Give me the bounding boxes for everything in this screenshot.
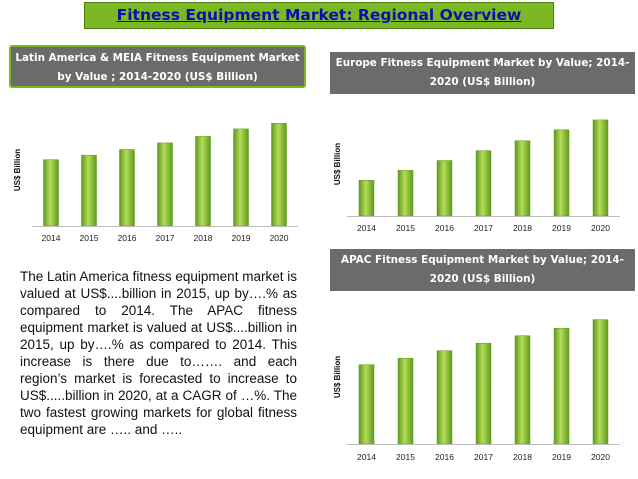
europe-bar-2016 [436, 160, 453, 217]
apac-bar-chart: 2014 2015 2016 2017 2018 2019 2020 US$ Billion [333, 319, 620, 462]
title-bar: Fitness Equipment Market: Regional Overv… [84, 2, 554, 29]
apac-bar-2018 [514, 335, 531, 445]
apac-bar-2014 [358, 364, 375, 445]
europe-bar-2014 [358, 180, 375, 217]
latam-bar-2015 [81, 154, 97, 227]
latam-bar-2017 [157, 142, 173, 227]
europe-x-tick-2020: 2020 [591, 223, 610, 233]
page-title: Fitness Equipment Market: Regional Overv… [116, 6, 522, 24]
market-description: The Latin America fitness equipment mark… [20, 269, 297, 437]
latam-bar-2019 [233, 128, 249, 227]
europe-bar-chart: 2014 2015 2016 2017 2018 2019 2020 US$ Billion [333, 119, 620, 233]
latam-bar-2016 [119, 149, 135, 227]
europe-bar-2019 [553, 129, 570, 217]
latam-x-tick-2017: 2017 [156, 233, 175, 243]
europe-x-tick-2016: 2016 [435, 223, 454, 233]
latam-x-tick-2020: 2020 [270, 233, 289, 243]
europe-x-tick-2018: 2018 [513, 223, 532, 233]
apac-x-tick-2015: 2015 [396, 452, 415, 462]
latam-x-tick-2016: 2016 [118, 233, 137, 243]
europe-chart-title: Europe Fitness Equipment Market by Value… [330, 52, 635, 94]
latam-chart-title: Latin America & MEIA Fitness Equipment M… [9, 45, 306, 88]
europe-bar-2020 [592, 119, 609, 217]
europe-bar-2017 [475, 150, 492, 217]
apac-x-tick-2016: 2016 [435, 452, 454, 462]
europe-x-tick-2019: 2019 [552, 223, 571, 233]
europe-bar-2018 [514, 140, 531, 217]
apac-x-tick-2017: 2017 [474, 452, 493, 462]
latam-bar-2014 [43, 159, 59, 227]
latam-x-tick-2014: 2014 [42, 233, 61, 243]
latam-bar-chart: 2014 2015 2016 2017 2018 2019 2020 US$ Billion [13, 123, 298, 243]
europe-x-tick-2014: 2014 [357, 223, 376, 233]
apac-bar-2019 [553, 327, 570, 445]
latam-x-tick-2019: 2019 [232, 233, 251, 243]
apac-x-tick-2020: 2020 [591, 452, 610, 462]
latam-x-tick-2018: 2018 [194, 233, 213, 243]
latam-bar-2018 [195, 136, 211, 227]
apac-x-tick-2018: 2018 [513, 452, 532, 462]
latam-bar-2020 [271, 123, 287, 227]
latam-x-tick-2015: 2015 [80, 233, 99, 243]
latam-y-axis-label: US$ Billion [13, 149, 22, 191]
apac-bar-2015 [397, 357, 414, 445]
apac-x-tick-2019: 2019 [552, 452, 571, 462]
europe-x-tick-2017: 2017 [474, 223, 493, 233]
apac-bar-2017 [475, 342, 492, 445]
apac-y-axis-label: US$ Billion [333, 356, 342, 398]
europe-y-axis-label: US$ Billion [333, 143, 342, 185]
apac-chart-title: APAC Fitness Equipment Market by Value; … [330, 249, 635, 291]
europe-x-tick-2015: 2015 [396, 223, 415, 233]
apac-bar-2016 [436, 350, 453, 445]
apac-bar-2020 [592, 319, 609, 445]
apac-x-tick-2014: 2014 [357, 452, 376, 462]
europe-bar-2015 [397, 170, 414, 217]
